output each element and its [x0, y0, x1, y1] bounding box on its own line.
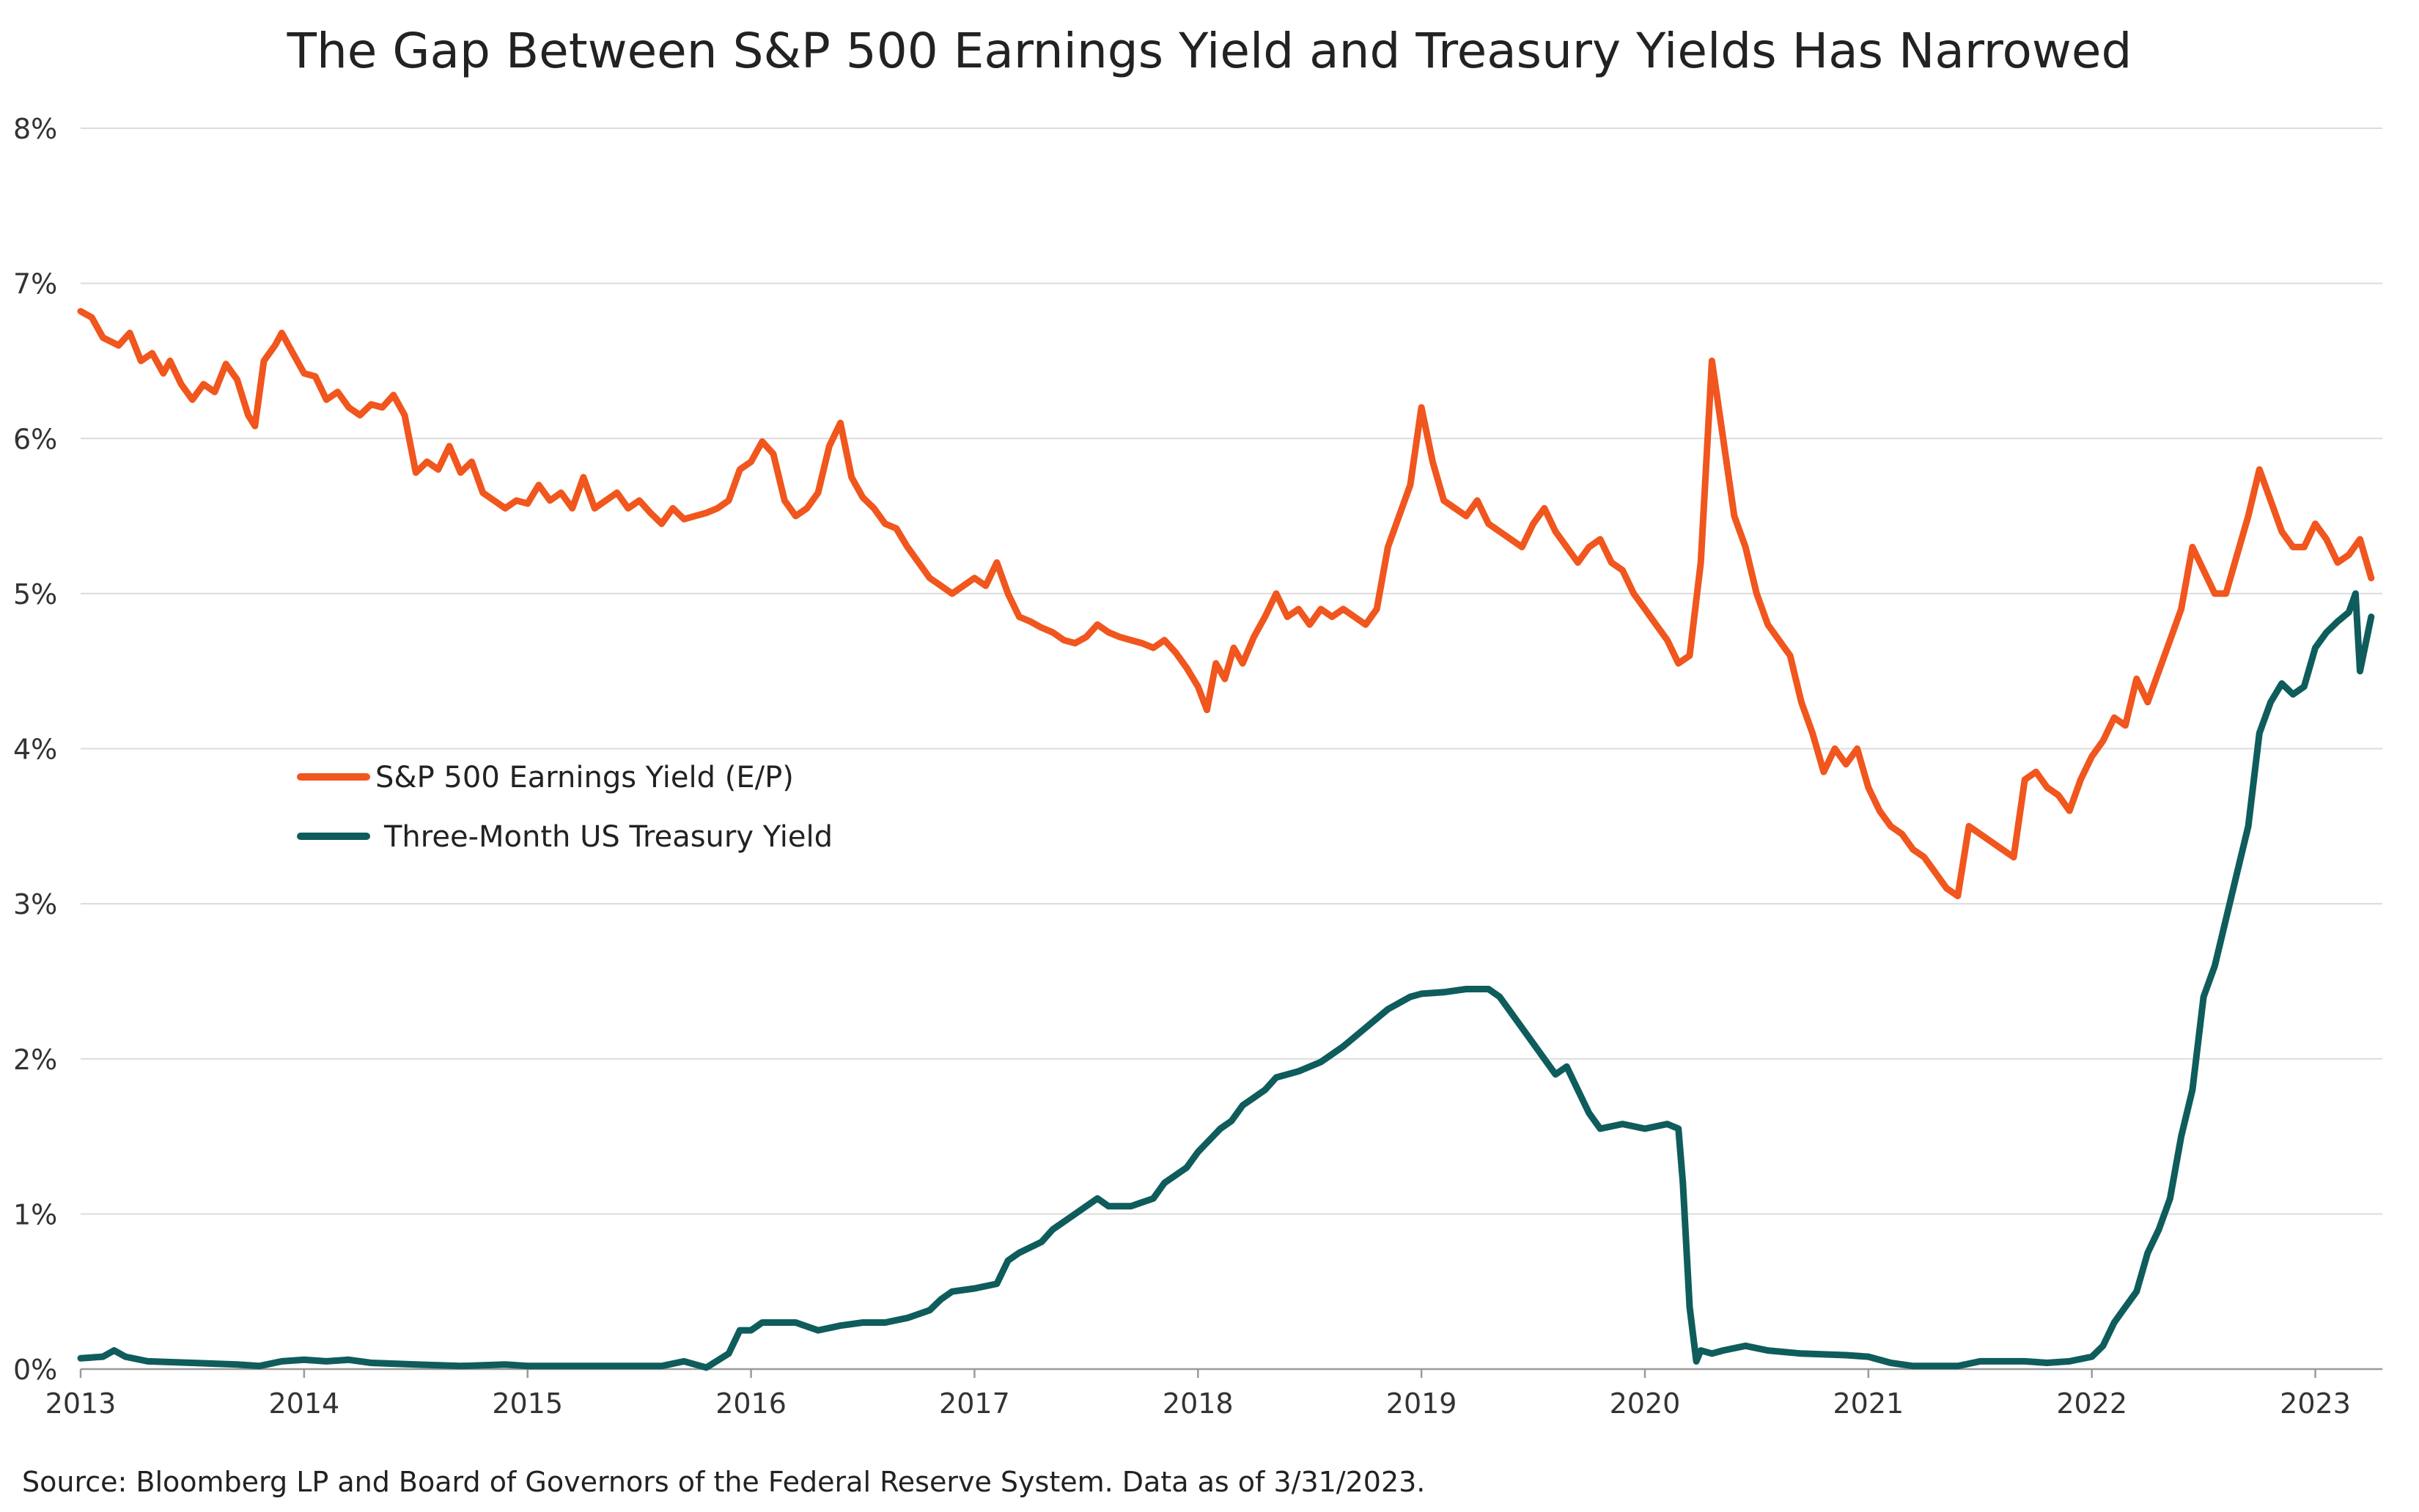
- x-axis-ticks: 2013 2014 2015 2016 2017 2018 2019 2020 2021 2022…: [45, 1369, 2351, 1420]
- y-axis-ticks: 0% 1% 2% 3% 4% 5% 6% 7% 8%: [13, 113, 57, 1386]
- y-tick-label: 5%: [13, 578, 57, 611]
- legend: S&P 500 Earnings Yield (E/P) Three-Month…: [297, 761, 833, 854]
- y-tick-label: 1%: [13, 1198, 57, 1231]
- series-line-treasury-yield: [77, 590, 2375, 1371]
- x-tick-label: 2023: [2280, 1387, 2351, 1420]
- y-tick-label: 7%: [13, 268, 57, 300]
- x-tick-label: 2013: [45, 1387, 117, 1420]
- y-tick-label: 6%: [13, 423, 57, 455]
- grid-layer: [81, 128, 2382, 1371]
- series-layer: [77, 308, 2375, 1371]
- x-tick-label: 2021: [1833, 1387, 1904, 1420]
- x-tick-label: 2019: [1386, 1387, 1457, 1420]
- chart-title: The Gap Between S&P 500 Earnings Yield a…: [287, 23, 2132, 79]
- x-tick-label: 2018: [1163, 1387, 1234, 1420]
- series-line-earnings-yield: [77, 308, 2375, 899]
- y-tick-label: 2%: [13, 1044, 57, 1076]
- y-tick-label: 4%: [13, 734, 57, 766]
- legend-label-earnings-yield: S&P 500 Earnings Yield (E/P): [375, 761, 794, 794]
- x-tick-label: 2016: [715, 1387, 787, 1420]
- legend-label-treasury-yield: Three-Month US Treasury Yield: [383, 820, 833, 854]
- x-tick-label: 2014: [268, 1387, 339, 1420]
- x-tick-label: 2022: [2056, 1387, 2127, 1420]
- y-tick-label: 8%: [13, 113, 57, 145]
- y-tick-label: 3%: [13, 888, 57, 921]
- x-tick-label: 2017: [939, 1387, 1010, 1420]
- source-note: Source: Bloomberg LP and Board of Govern…: [22, 1466, 1425, 1498]
- x-tick-label: 2020: [1610, 1387, 1681, 1420]
- y-tick-label: 0%: [13, 1354, 57, 1386]
- x-tick-label: 2015: [492, 1387, 563, 1420]
